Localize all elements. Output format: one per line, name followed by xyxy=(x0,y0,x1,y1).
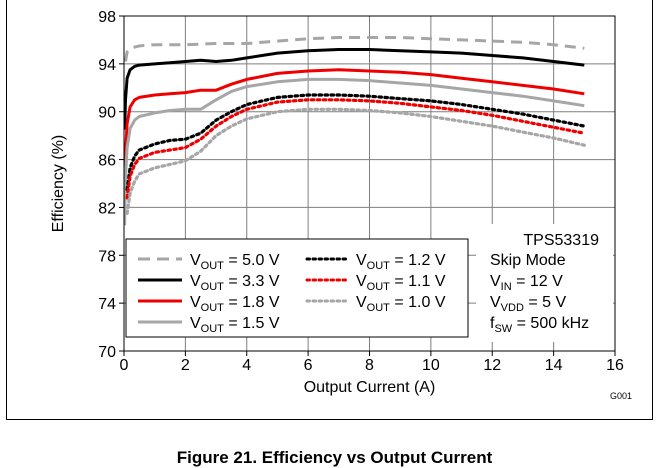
y-tick-label: 78 xyxy=(98,248,116,265)
device-name: TPS53319 xyxy=(523,232,599,249)
x-tick-label: 8 xyxy=(365,357,374,374)
legend-label: VOUT = 5.0 V xyxy=(190,252,280,272)
y-tick-label: 74 xyxy=(98,296,116,313)
x-tick-label: 0 xyxy=(120,357,129,374)
series-line-3 xyxy=(124,68,585,196)
y-tick-label: 86 xyxy=(98,153,116,170)
figure-frame xyxy=(6,0,653,420)
x-tick-label: 14 xyxy=(545,357,563,374)
x-tick-label: 2 xyxy=(181,357,190,374)
x-tick-label: 12 xyxy=(483,357,501,374)
condition-label: VIN = 12 V xyxy=(490,273,563,293)
x-tick-label: 10 xyxy=(422,357,440,374)
legend-label: VOUT = 1.8 V xyxy=(190,294,280,314)
legend-label: VOUT = 1.2 V xyxy=(356,252,446,272)
legend-box xyxy=(125,238,469,338)
y-tick-label: 70 xyxy=(98,344,116,361)
condition-label: Skip Mode xyxy=(490,252,566,269)
figure-id: G001 xyxy=(610,391,632,401)
y-axis-label: Efficiency (%) xyxy=(50,135,67,233)
y-tick-label: 94 xyxy=(98,57,116,74)
legend-label: VOUT = 1.1 V xyxy=(356,273,446,293)
series-layer xyxy=(124,36,586,226)
annotation-background xyxy=(476,224,613,342)
y-tick-label: 98 xyxy=(98,9,116,26)
condition-label: VVDD = 5 V xyxy=(490,294,566,314)
condition-label: fSW = 500 kHz xyxy=(490,315,589,335)
series-line-4 xyxy=(124,77,585,226)
legend-label: VOUT = 1.5 V xyxy=(190,315,280,335)
x-tick-label: 16 xyxy=(606,357,624,374)
x-tick-label: 6 xyxy=(304,357,313,374)
x-axis-label: Output Current (A) xyxy=(304,379,436,396)
y-tick-label: 90 xyxy=(98,105,116,122)
legend-label: VOUT = 3.3 V xyxy=(190,273,280,293)
axes: 0 2 4 6 8 10 12 14 16 70 74 78 82 86 90 94 98 Output Curr… xyxy=(50,9,632,401)
series-line-5 xyxy=(125,93,586,192)
legend-label: VOUT = 1.0 V xyxy=(356,294,446,314)
series-line-1 xyxy=(124,36,585,62)
figure-caption: Figure 21. Efficiency vs Output Current xyxy=(176,448,493,467)
y-tick-label: 82 xyxy=(98,200,116,217)
series-line-2 xyxy=(124,48,585,130)
x-tick-label: 4 xyxy=(242,357,251,374)
series-line-7 xyxy=(125,107,586,215)
series-line-6 xyxy=(125,98,586,200)
